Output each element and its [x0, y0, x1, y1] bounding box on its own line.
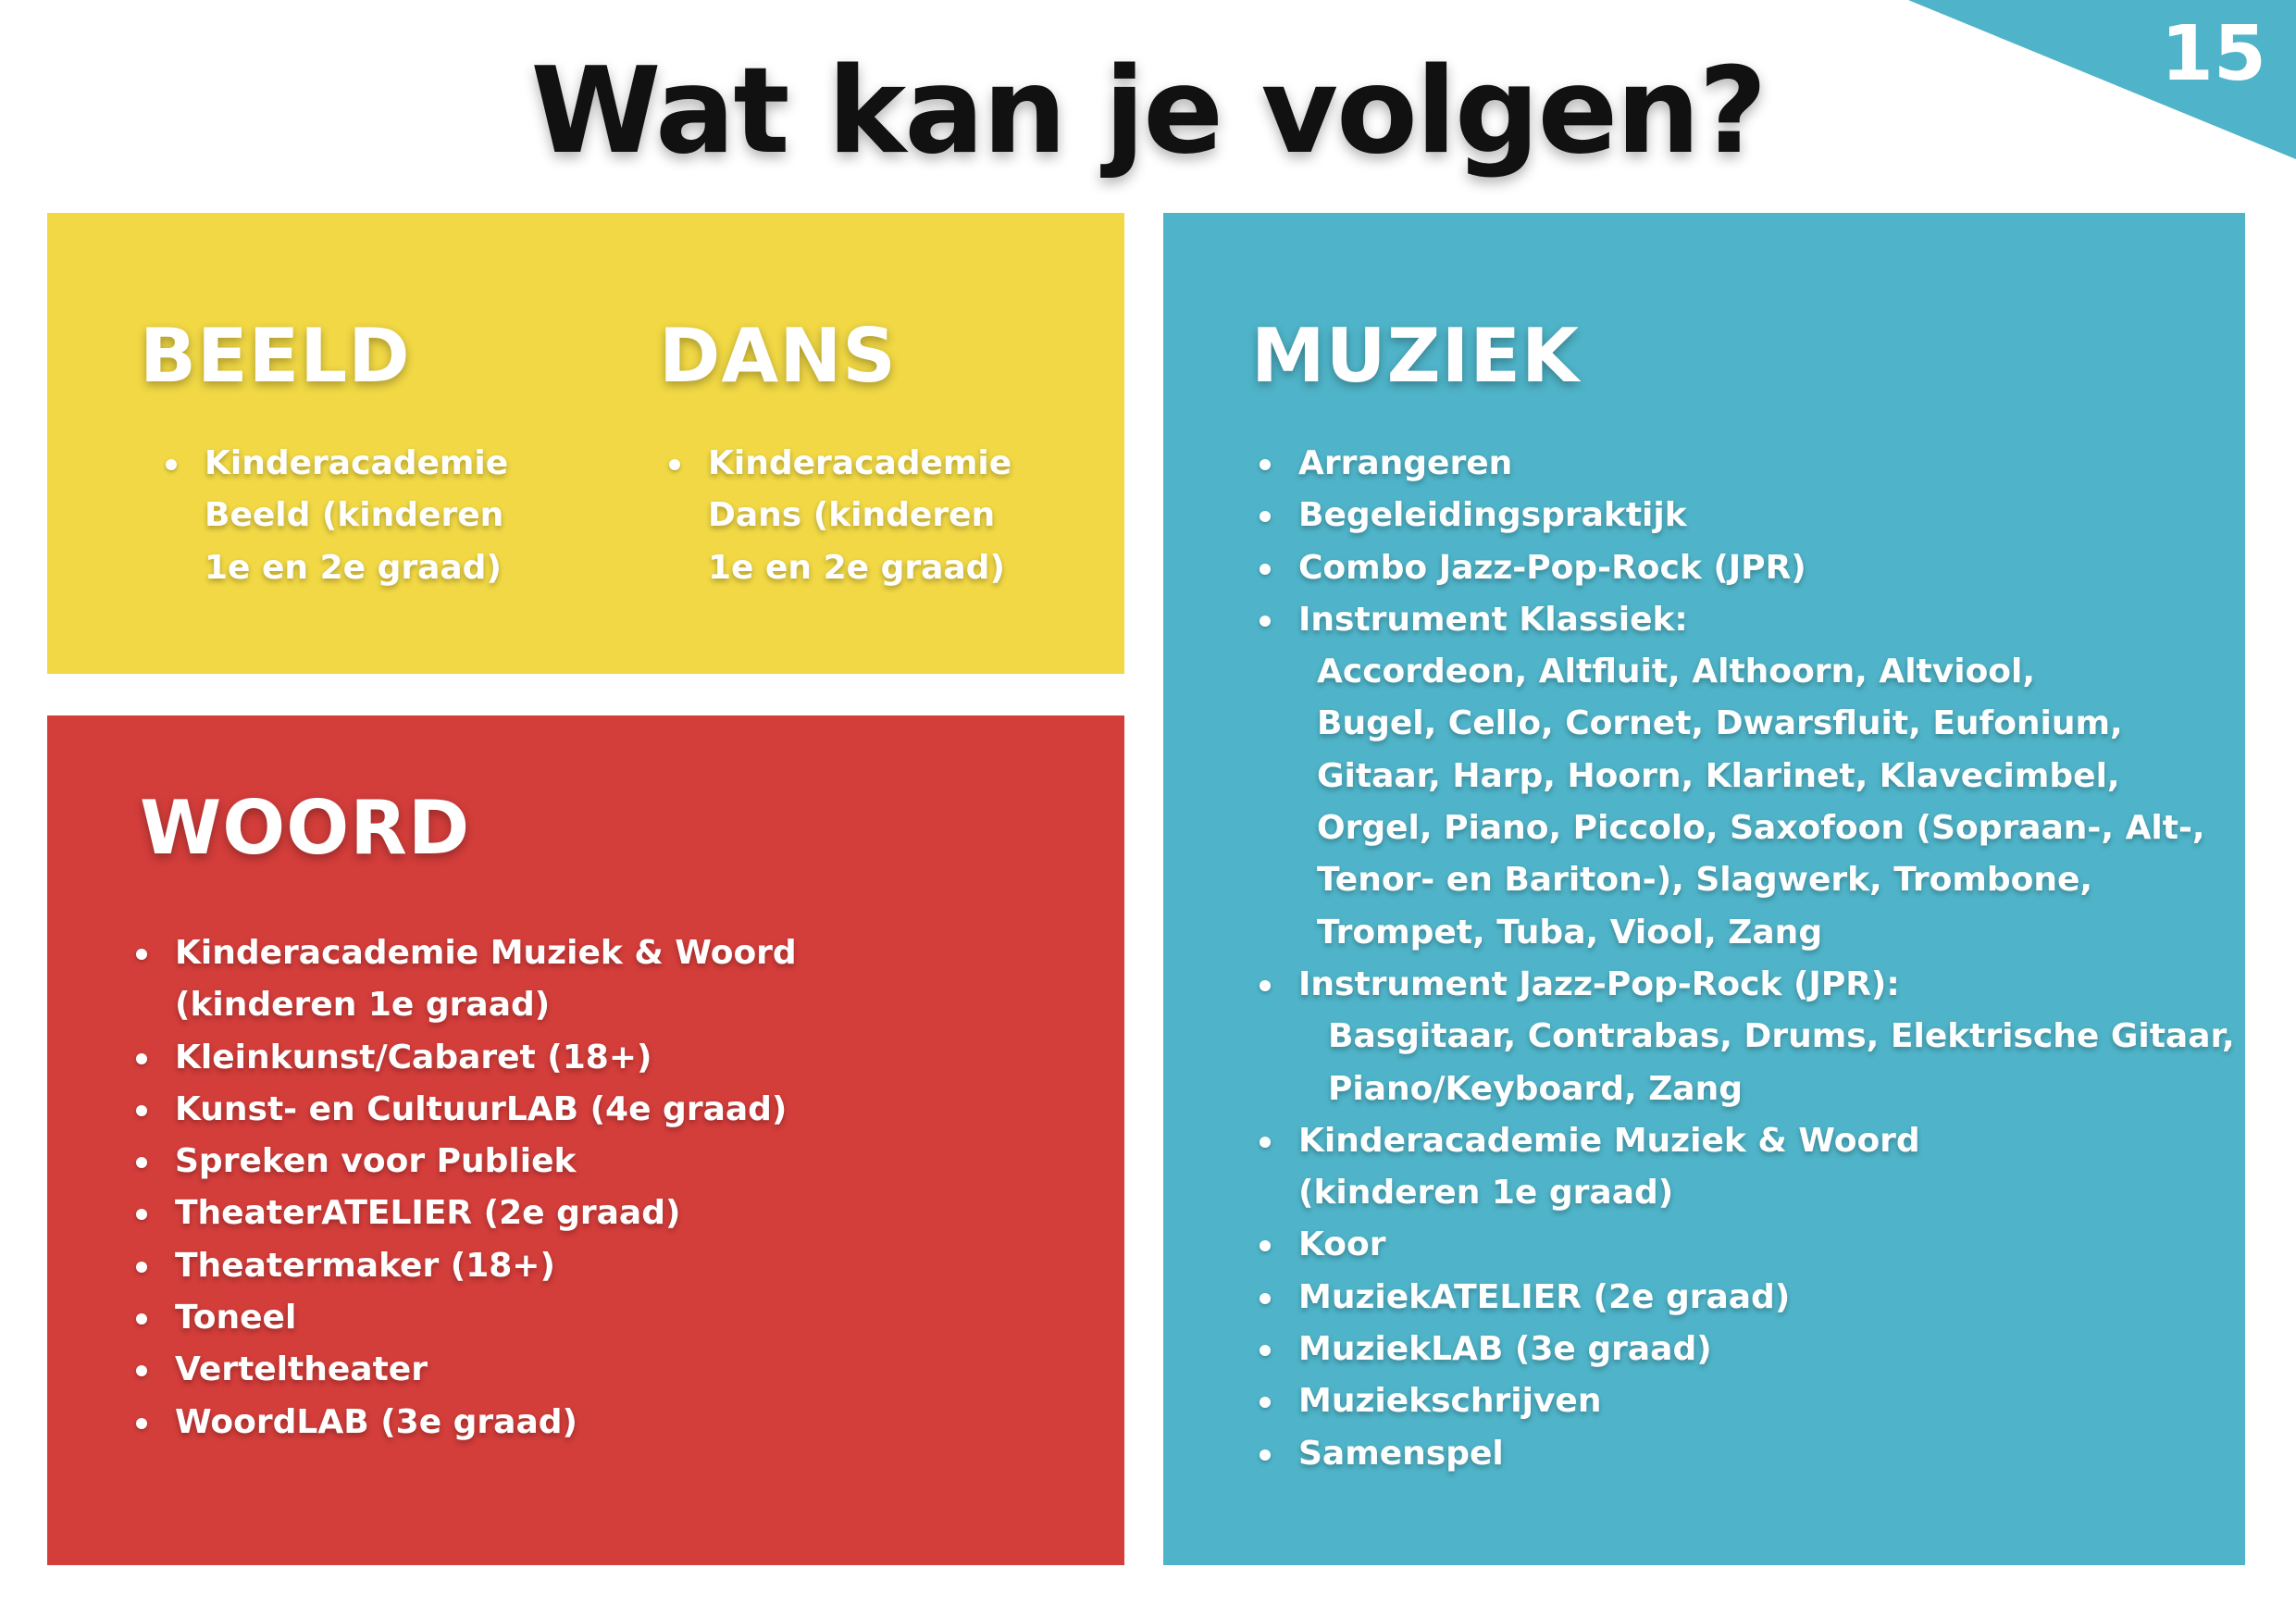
list-item: Verteltheater: [130, 1344, 1037, 1396]
list-item: Theatermaker (18+): [130, 1240, 1037, 1292]
beeld-dans-panel: BEELD Kinderacademie Beeld (kinderen 1e …: [47, 213, 1124, 674]
klassiek-instruments-line: Gitaar, Harp, Hoorn, Klarinet, Klavecimb…: [1317, 756, 2120, 795]
dans-heading: DANS: [659, 313, 897, 399]
jpr-instruments-line: Piano/Keyboard, Zang: [1328, 1069, 1743, 1108]
list-item: Muziekschrijven: [1254, 1375, 2235, 1427]
list-item: Koor: [1254, 1219, 2235, 1271]
list-item-instrument-jpr: Instrument Jazz-Pop-Rock (JPR): Basgitaa…: [1254, 959, 2235, 1115]
list-item: MuziekATELIER (2e graad): [1254, 1272, 2235, 1324]
muziek-list: Arrangeren Begeleidingspraktijk Combo Ja…: [1254, 438, 2235, 1480]
page-title: Wat kan je volgen?: [530, 43, 1767, 180]
klassiek-instruments-line: Accordeon, Altfluit, Althoorn, Altviool,: [1317, 653, 2036, 691]
beeld-list: Kinderacademie Beeld (kinderen 1e en 2e …: [160, 438, 549, 594]
kinderacademie-sub: (kinderen 1e graad): [1298, 1174, 1674, 1213]
klassiek-instruments-line: Orgel, Piano, Piccolo, Saxofoon (Sopraan…: [1317, 809, 2205, 848]
list-item: Arrangeren: [1254, 438, 2235, 490]
klassiek-instruments-line: Tenor- en Bariton-), Slagwerk, Trombone,: [1317, 861, 2093, 900]
muziek-panel: MUZIEK Arrangeren Begeleidingspraktijk C…: [1163, 213, 2245, 1565]
list-item-instrument-klassiek: Instrument Klassiek: Accordeon, Altfluit…: [1254, 594, 2235, 959]
instrument-klassiek-label: Instrument Klassiek:: [1298, 600, 1688, 639]
woord-heading: WOORD: [140, 785, 471, 871]
dans-list: Kinderacademie Dans (kinderen 1e en 2e g…: [664, 438, 1052, 594]
beeld-heading: BEELD: [140, 313, 411, 399]
woord-panel: WOORD Kinderacademie Muziek & Woord (kin…: [47, 715, 1124, 1565]
list-item-kinderacademie: Kinderacademie Muziek & Woord (kinderen …: [1254, 1115, 2235, 1220]
list-item: Samenspel: [1254, 1428, 2235, 1480]
klassiek-instruments-line: Trompet, Tuba, Viool, Zang: [1317, 913, 1823, 952]
klassiek-instruments-line: Bugel, Cello, Cornet, Dwarsfluit, Eufoni…: [1317, 704, 2123, 743]
list-item: TheaterATELIER (2e graad): [130, 1188, 1037, 1239]
muziek-heading: MUZIEK: [1251, 313, 1580, 399]
list-item: Toneel: [130, 1292, 1037, 1344]
list-item: Kinderacademie Muziek & Woord (kinderen …: [130, 927, 813, 1032]
instrument-jpr-label: Instrument Jazz-Pop-Rock (JPR):: [1298, 964, 1900, 1003]
list-item: Begeleidingspraktijk: [1254, 490, 2235, 541]
jpr-instruments-line: Basgitaar, Contrabas, Drums, Elektrische…: [1328, 1017, 2235, 1056]
list-item: Kunst- en CultuurLAB (4e graad): [130, 1084, 1037, 1136]
list-item: Kinderacademie Dans (kinderen 1e en 2e g…: [664, 438, 1052, 594]
list-item: Kinderacademie Beeld (kinderen 1e en 2e …: [160, 438, 549, 594]
list-item: Spreken voor Publiek: [130, 1136, 1037, 1188]
list-item: Combo Jazz-Pop-Rock (JPR): [1254, 542, 2235, 594]
list-item: MuziekLAB (3e graad): [1254, 1324, 2235, 1375]
page-number: 15: [2160, 10, 2266, 98]
woord-list: Kinderacademie Muziek & Woord (kinderen …: [130, 927, 1037, 1449]
kinderacademie-label: Kinderacademie Muziek & Woord: [1298, 1121, 1920, 1160]
list-item: WoordLAB (3e graad): [130, 1397, 1037, 1449]
list-item: Kleinkunst/Cabaret (18+): [130, 1032, 1037, 1084]
